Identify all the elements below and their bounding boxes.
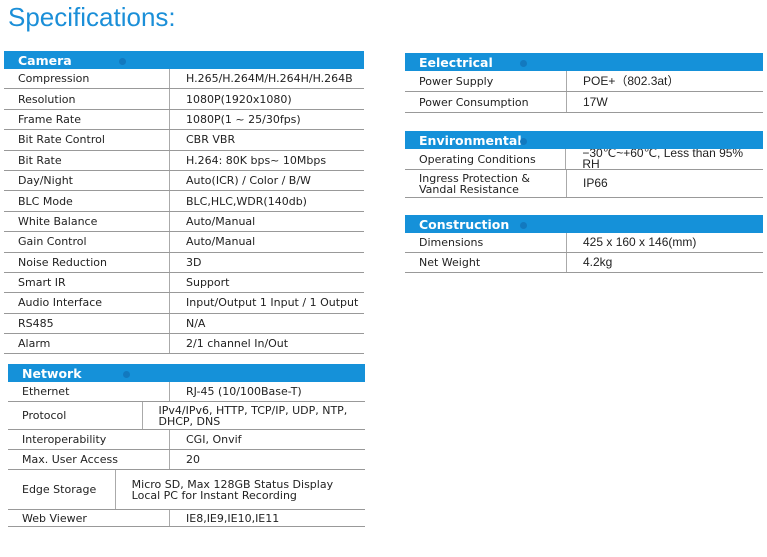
spec-row: Noise Reduction 3D [4,252,364,273]
spec-label: Protocol [8,402,143,429]
spec-label: Dimensions [405,233,567,252]
spec-value: Auto/Manual [186,214,256,228]
spec-value: Support [186,276,230,290]
spec-label: Frame Rate [4,109,170,130]
section-title: Construction [419,217,510,232]
section-header: Construction [405,215,763,233]
spec-label: BLC Mode [4,191,170,211]
spec-label: Ethernet [8,382,170,401]
spec-value: N/A [186,316,206,330]
spec-value: CGI, Onvif [186,433,242,446]
section-title: Network [22,366,82,381]
spec-label: Resolution [4,89,170,109]
spec-row: Audio Interface Input/Output 1 Input / 1 … [4,293,364,314]
spec-row: Interoperability CGI, Onvif [8,430,365,450]
environmental-table: Environmental Operating Conditions −30℃~+6… [405,131,763,198]
spec-row: Alarm 2/1 channel In/Out [4,334,364,355]
section-header: Environmental [405,131,763,149]
section-header: Network [8,364,365,382]
spec-value: Auto(ICR) / Color / B/W [186,174,311,188]
spec-label: Audio Interface [4,293,170,313]
spec-row: White Balance Auto/Manual [4,211,364,233]
spec-label: Web Viewer [8,510,170,526]
spec-value: 17W [583,94,608,109]
spec-value: 4.2kg [583,255,613,269]
spec-label: White Balance [4,211,170,232]
spec-label: RS485 [4,313,170,334]
camera-table: Camera Compression H.265/H.264M/H.264H/H.2… [4,51,364,355]
spec-row: Edge Storage Micro SD, Max 128GB Status D… [8,470,365,510]
spec-value: IP66 [583,176,608,190]
spec-value: 425 x 160 x 146(mm) [583,235,697,249]
spec-row: Ingress Protection & Vandal Resistance IP… [405,170,763,198]
spec-label: Bit Rate Control [4,130,170,150]
spec-label: Bit Rate [4,150,170,170]
spec-label: Edge Storage [8,470,116,509]
spec-label: Interoperability [8,430,170,449]
spec-label: Day/Night [4,170,170,191]
network-table: Network Ethernet RJ-45 (10/100Base-T) Proto… [8,364,365,527]
spec-row: Net Weight 4.2kg [405,253,763,273]
dot-decoration [520,60,527,67]
spec-row: Dimensions 425 x 160 x 146(mm) [405,233,763,253]
spec-label: Compression [4,69,170,89]
spec-label: Alarm [4,334,170,354]
spec-value: H.264: 80K bps~ 10Mbps [186,153,327,167]
spec-row: Smart IR Support [4,272,364,294]
spec-value: Micro SD, Max 128GB Status Display Local… [131,477,334,502]
spec-value: Input/Output 1 Input / 1 Output [186,296,359,310]
spec-row: Resolution 1080P(1920x1080) [4,89,364,110]
dot-decoration [123,371,130,378]
spec-row: Bit Rate Control CBR VBR [4,130,364,151]
spec-value: 2/1 channel In/Out [186,337,289,351]
construction-table: Construction Dimensions 425 x 160 x 146(mm… [405,215,763,273]
spec-value: BLC,HLC,WDR(140db) [186,194,307,208]
spec-row: Max. User Access 20 [8,450,365,470]
section-title: Eelectrical [419,55,493,70]
section-title: Environmental [419,133,522,148]
section-title: Camera [18,53,72,68]
dot-decoration [119,58,126,65]
spec-row: Frame Rate 1080P(1 ~ 25/30fps) [4,109,364,131]
spec-value: 1080P(1 ~ 25/30fps) [186,112,301,126]
spec-value: CBR VBR [186,133,236,147]
spec-row: Ethernet RJ-45 (10/100Base-T) [8,382,365,402]
spec-value: POE+（802.3at） [583,73,680,88]
dot-decoration [520,138,527,145]
spec-row: BLC Mode BLC,HLC,WDR(140db) [4,191,364,212]
section-header: Camera [4,51,364,69]
spec-label: Power Consumption [405,92,567,112]
spec-value: RJ-45 (10/100Base-T) [186,385,302,398]
spec-value: H.265/H.264M/H.264H/H.264B [186,72,353,86]
spec-label: Noise Reduction [4,252,170,272]
spec-label: Ingress Protection & Vandal Resistance [405,170,567,197]
spec-row: Power Consumption 17W [405,92,763,113]
spec-row: Protocol IPv4/IPv6, HTTP, TCP/IP, UDP, NT… [8,402,365,430]
spec-value: 1080P(1920x1080) [186,92,292,106]
spec-row: Bit Rate H.264: 80K bps~ 10Mbps [4,150,364,171]
electrical-table: Eelectrical Power Supply POE+（802.3at） Powe… [405,53,763,113]
spec-label: Smart IR [4,272,170,293]
section-header: Eelectrical [405,53,763,71]
spec-value: 3D [186,255,202,269]
spec-row: Power Supply POE+（802.3at） [405,71,763,92]
spec-label: Operating Conditions [405,149,567,169]
page-title: Specifications: [8,2,176,32]
spec-row: RS485 N/A [4,313,364,335]
spec-value: 20 [186,453,200,466]
spec-row: Compression H.265/H.264M/H.264H/H.264B [4,69,364,90]
spec-value: IPv4/IPv6, HTTP, TCP/IP, UDP, NTP, DHCP,… [158,403,348,428]
spec-value: −30℃~+60℃, Less than 95% RH [582,146,744,171]
spec-label: Gain Control [4,232,170,252]
spec-label: Net Weight [405,253,567,272]
spec-row: Operating Conditions −30℃~+60℃, Less than… [405,146,763,171]
spec-label: Power Supply [405,71,567,91]
spec-value: Auto/Manual [186,235,256,249]
dot-decoration [520,222,527,229]
spec-row: Gain Control Auto/Manual [4,232,364,253]
spec-row: Web Viewer IE8,IE9,IE10,IE11 [8,510,365,527]
spec-label: Max. User Access [8,450,170,469]
spec-value: IE8,IE9,IE10,IE11 [186,511,280,525]
spec-row: Day/Night Auto(ICR) / Color / B/W [4,170,364,192]
